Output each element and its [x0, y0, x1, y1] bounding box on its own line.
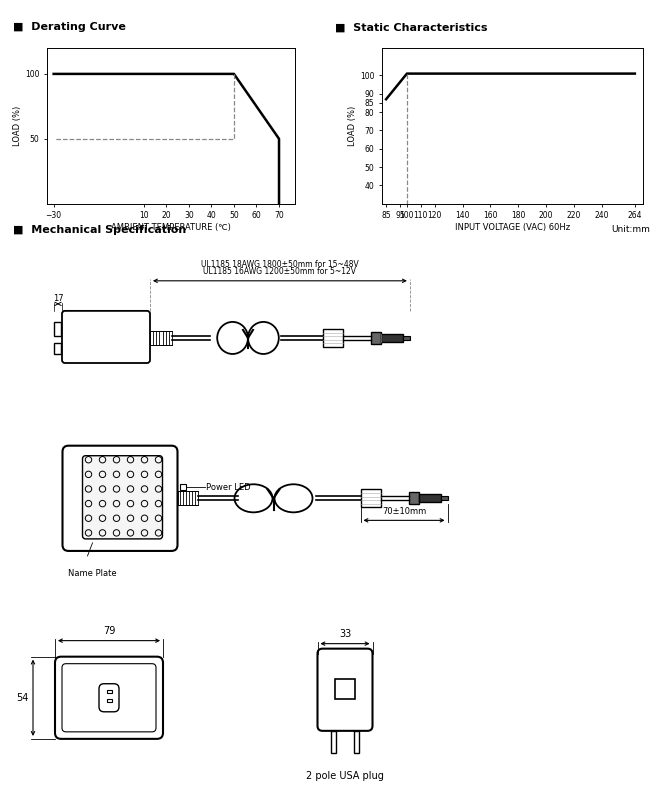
Y-axis label: LOAD (%): LOAD (%)	[348, 105, 357, 146]
Text: Name Plate: Name Plate	[68, 569, 116, 578]
Text: ■  Derating Curve: ■ Derating Curve	[13, 22, 126, 33]
Bar	[371, 332, 381, 344]
Text: 54: 54	[17, 693, 29, 703]
Bar	[409, 492, 419, 504]
Bar	[180, 484, 186, 491]
FancyBboxPatch shape	[62, 446, 178, 551]
FancyBboxPatch shape	[318, 649, 373, 731]
X-axis label: AMBIENT TEMPERATURE (℃): AMBIENT TEMPERATURE (℃)	[111, 223, 230, 233]
Text: 33: 33	[339, 629, 351, 638]
Y-axis label: LOAD (%): LOAD (%)	[13, 105, 22, 146]
Text: 70±10mm: 70±10mm	[382, 507, 426, 516]
Bar	[54, 343, 61, 354]
Bar	[107, 699, 111, 702]
Bar	[107, 690, 111, 693]
FancyBboxPatch shape	[62, 664, 156, 732]
Bar	[360, 489, 381, 507]
Text: 17: 17	[53, 294, 63, 304]
Bar	[403, 336, 410, 340]
Text: UL1185 18AWG 1800±50mm for 15~48V: UL1185 18AWG 1800±50mm for 15~48V	[201, 260, 358, 268]
Text: ■  Static Characteristics: ■ Static Characteristics	[335, 22, 488, 33]
FancyBboxPatch shape	[62, 311, 150, 363]
X-axis label: INPUT VOLTAGE (VAC) 60Hz: INPUT VOLTAGE (VAC) 60Hz	[455, 223, 570, 233]
FancyBboxPatch shape	[55, 657, 163, 739]
FancyBboxPatch shape	[82, 455, 163, 539]
Text: UL1185 16AWG 1200±50mm for 5~12V: UL1185 16AWG 1200±50mm for 5~12V	[204, 267, 356, 276]
Bar	[354, 731, 359, 753]
Bar	[54, 322, 61, 336]
Bar	[419, 495, 440, 503]
Text: 79: 79	[103, 626, 115, 636]
Bar	[335, 678, 355, 699]
Text: 2 pole USA plug: 2 pole USA plug	[306, 771, 384, 781]
Bar	[440, 496, 448, 500]
Text: Unit:mm: Unit:mm	[611, 225, 650, 234]
Text: ■  Mechanical Specification: ■ Mechanical Specification	[13, 225, 187, 236]
Text: Power LED: Power LED	[206, 483, 251, 491]
Bar	[381, 334, 403, 342]
Bar	[323, 329, 343, 347]
FancyBboxPatch shape	[99, 684, 119, 712]
Bar	[331, 731, 336, 753]
